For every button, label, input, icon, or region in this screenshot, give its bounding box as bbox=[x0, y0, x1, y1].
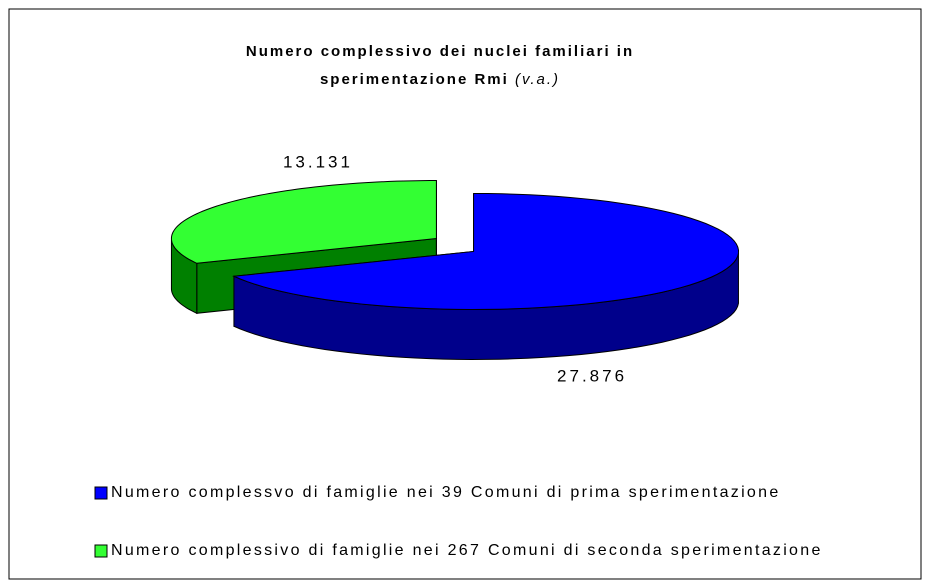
legend: Numero complessvo di famiglie nei 39 Com… bbox=[94, 484, 823, 559]
subtitle-note: (v.a.) bbox=[515, 71, 560, 88]
data-label: 27.876 bbox=[557, 366, 627, 385]
legend-swatch bbox=[94, 486, 108, 500]
legend-label: Numero complessvo di famiglie nei 39 Com… bbox=[111, 484, 781, 501]
chart-subtitle: sperimentazione Rmi (v.a.) bbox=[320, 71, 560, 88]
slice bbox=[170, 180, 437, 264]
chart-title: Numero complessivo dei nuclei familiari … bbox=[246, 43, 634, 60]
data-label: 13.131 bbox=[283, 153, 353, 172]
legend-label: Numero complessivo di famiglie nei 267 C… bbox=[111, 542, 823, 559]
legend-swatch bbox=[94, 544, 108, 558]
pie: 27.876 13.131 bbox=[170, 153, 740, 385]
slice bbox=[232, 192, 740, 310]
subtitle-main: sperimentazione Rmi bbox=[320, 71, 509, 88]
